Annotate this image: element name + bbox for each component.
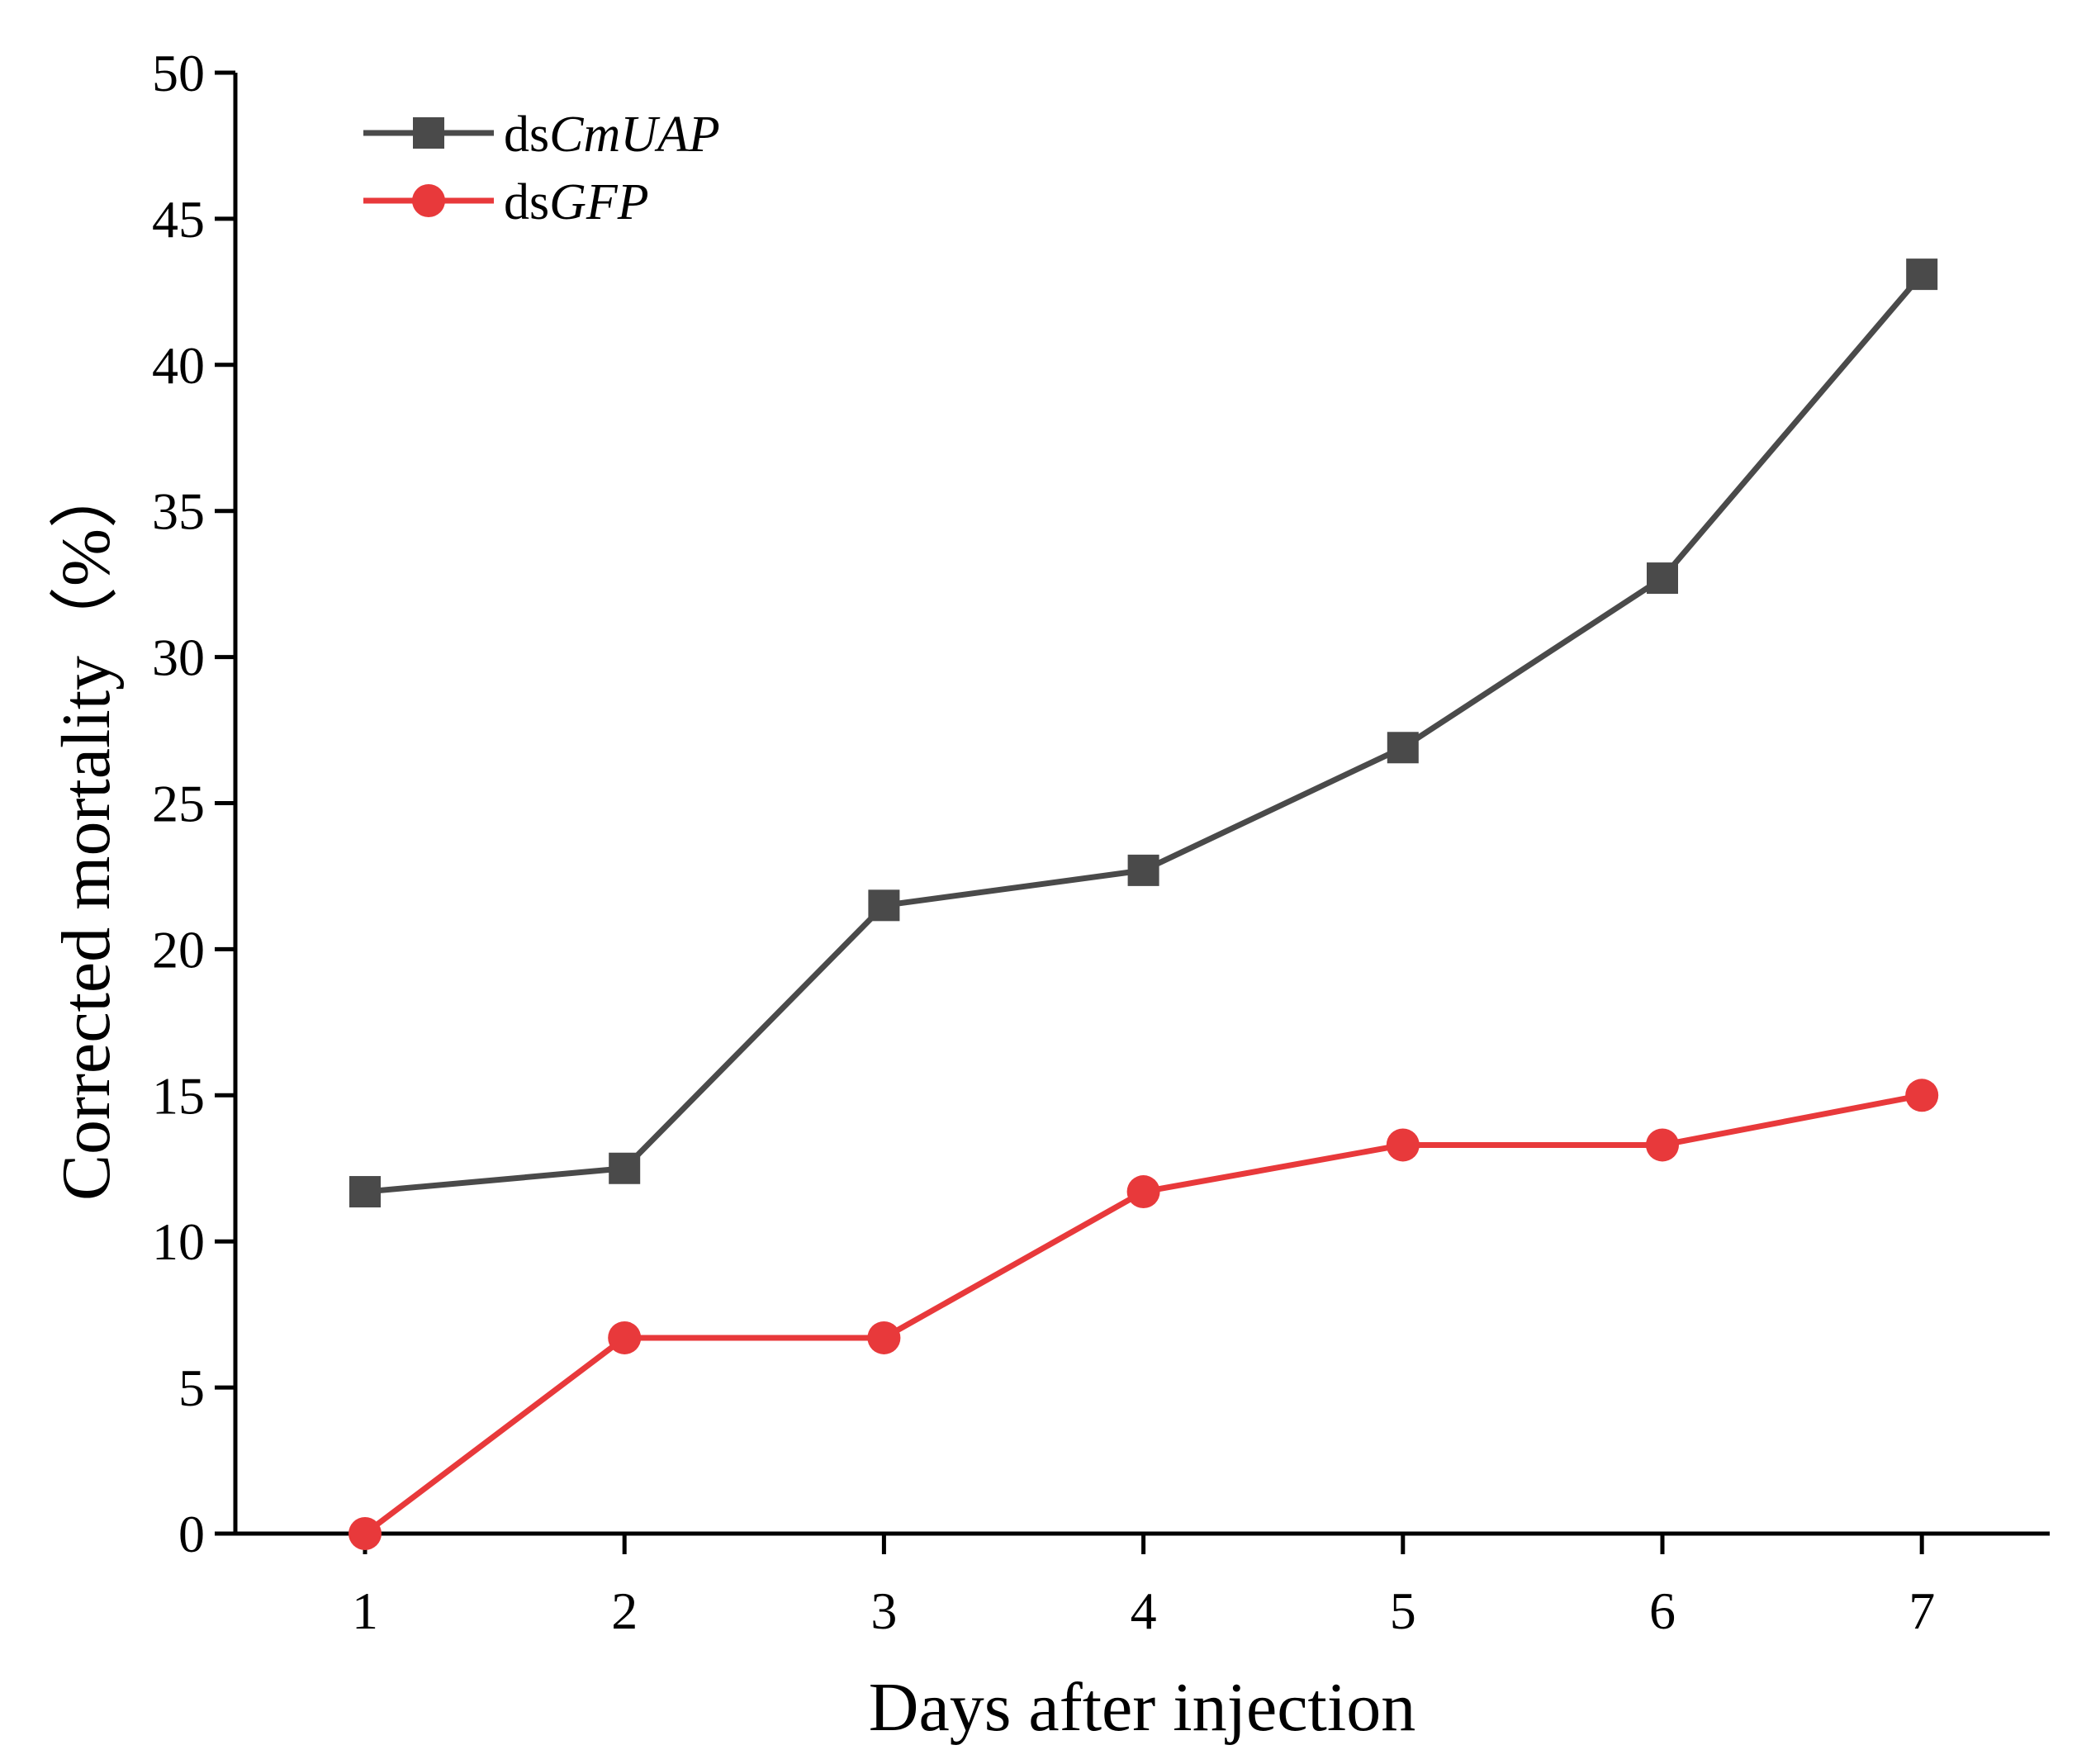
legend-item: dsGFP bbox=[363, 174, 649, 230]
data-point bbox=[608, 1321, 642, 1354]
data-point bbox=[1126, 1175, 1160, 1209]
data-point bbox=[1646, 1128, 1679, 1162]
series-line bbox=[363, 1092, 1923, 1536]
x-tick-label: 3 bbox=[870, 1581, 897, 1640]
y-tick-label: 50 bbox=[152, 44, 205, 102]
data-point bbox=[349, 1176, 381, 1208]
y-ticks: 0 5 10 15 20 25 30 35 40 45 50 bbox=[152, 44, 235, 1563]
y-tick-label: 5 bbox=[178, 1359, 205, 1417]
legend-label: dsGFP bbox=[504, 174, 649, 230]
data-point bbox=[867, 1321, 901, 1354]
axes bbox=[233, 73, 2050, 1536]
x-tick-label: 5 bbox=[1390, 1581, 1416, 1640]
y-tick-label: 40 bbox=[152, 336, 205, 395]
y-tick-label: 35 bbox=[152, 482, 205, 541]
series-line bbox=[364, 272, 1924, 1195]
data-point bbox=[609, 1152, 641, 1184]
x-tick-label: 4 bbox=[1131, 1581, 1157, 1640]
legend-label-gene: CmUAP bbox=[549, 107, 720, 163]
legend-label: dsCmUAP bbox=[504, 107, 720, 163]
series-dsCmUAP bbox=[349, 258, 1938, 1208]
y-tick-label: 10 bbox=[152, 1212, 205, 1271]
data-point bbox=[1387, 732, 1419, 764]
legend-label-gene: GFP bbox=[549, 174, 649, 230]
data-point bbox=[1386, 1128, 1420, 1162]
x-tick-label: 7 bbox=[1908, 1581, 1935, 1640]
y-tick-label: 25 bbox=[152, 775, 205, 833]
y-tick-label: 0 bbox=[178, 1505, 205, 1563]
data-point bbox=[1127, 854, 1159, 886]
x-tick-label: 2 bbox=[611, 1581, 638, 1640]
series-dsGFP bbox=[348, 1079, 1939, 1550]
x-tick-label: 6 bbox=[1649, 1581, 1676, 1640]
y-tick-label: 15 bbox=[152, 1066, 205, 1125]
legend-marker bbox=[412, 184, 445, 217]
y-axis-title: Corrected mortality（%） bbox=[48, 459, 125, 1201]
legend-item: dsCmUAP bbox=[363, 107, 720, 163]
series bbox=[348, 258, 1939, 1550]
legend-label-prefix: ds bbox=[504, 174, 549, 230]
legend-label-prefix: ds bbox=[504, 107, 549, 163]
x-axis-title: Days after injection bbox=[869, 1669, 1415, 1746]
y-tick-label: 20 bbox=[152, 920, 205, 979]
legend-marker bbox=[413, 117, 444, 149]
x-tick-label: 1 bbox=[352, 1581, 378, 1640]
y-tick-label: 30 bbox=[152, 628, 205, 687]
data-point bbox=[1905, 1079, 1939, 1112]
y-tick-label: 45 bbox=[152, 190, 205, 249]
data-point bbox=[1647, 562, 1678, 595]
x-ticks: 1 2 3 4 5 6 7 bbox=[352, 1534, 1935, 1640]
data-point bbox=[348, 1517, 382, 1550]
data-point bbox=[868, 889, 900, 922]
data-point bbox=[1906, 258, 1938, 291]
